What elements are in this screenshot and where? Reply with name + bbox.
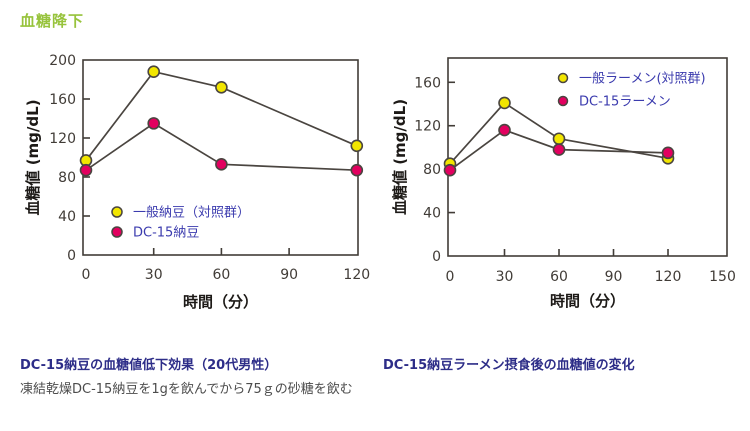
y-tick-label: 160 — [414, 75, 441, 91]
x-axis-title: 時間（分） — [550, 292, 625, 310]
x-tick-label: 120 — [655, 269, 682, 285]
caption-right: DC-15納豆ラーメン摂食後の血糖値の変化 — [383, 356, 735, 379]
series-line — [85, 122, 357, 172]
chart-natto-blood-glucose: 0 30 60 90 120 0 40 80 120 160 200 一般納豆（対照群） DC-15納豆… — [24, 53, 370, 311]
y-tick-label: 120 — [49, 131, 76, 147]
data-point-marker — [498, 96, 511, 110]
data-point-marker — [552, 143, 566, 156]
data-point-marker — [350, 139, 364, 153]
y-tick-label: 80 — [58, 170, 76, 186]
data-point-marker — [552, 132, 566, 146]
caption-left: DC-15納豆の血糖値低下効果（20代男性） 凍結乾燥DC-15納豆を1gを飲ん… — [20, 356, 372, 401]
x-tick-label: 0 — [446, 269, 455, 285]
data-point-marker — [443, 163, 457, 177]
y-tick-label: 40 — [58, 209, 76, 225]
y-tick-label: 80 — [423, 162, 441, 178]
y-tick-label: 40 — [423, 206, 441, 222]
legend-label: 一般ラーメン(対照群) — [579, 71, 706, 87]
y-tick-label: 160 — [49, 92, 76, 108]
series-line — [85, 70, 358, 161]
legend-label: 一般納豆（対照群） — [133, 205, 250, 221]
series-line — [449, 101, 669, 165]
y-axis-title: 血糖値 (mg/dL) — [24, 99, 42, 215]
page-title: 血糖降下 — [20, 12, 85, 30]
data-point-marker — [147, 65, 161, 79]
x-tick-label: 30 — [145, 267, 163, 283]
legend-marker — [557, 72, 569, 84]
legend-label: DC-15納豆 — [133, 226, 199, 241]
x-tick-label: 60 — [212, 267, 230, 283]
caption-right-heading: DC-15納豆ラーメン摂食後の血糖値の変化 — [383, 358, 635, 373]
data-point-marker — [215, 158, 228, 171]
caption-left-heading: DC-15納豆の血糖値低下効果（20代男性） — [20, 358, 278, 373]
y-axis-title: 血糖値 (mg/dL) — [391, 99, 409, 215]
x-tick-label: 90 — [605, 269, 623, 285]
y-tick-label: 200 — [49, 53, 76, 69]
x-tick-label: 120 — [343, 267, 370, 283]
y-tick-label: 0 — [67, 248, 76, 264]
legend-label: DC-15ラーメン — [579, 95, 671, 110]
x-tick-label: 0 — [82, 267, 91, 283]
x-tick-label: 90 — [280, 267, 298, 283]
legend-marker — [111, 206, 123, 218]
x-axis-title: 時間（分） — [183, 293, 258, 311]
x-tick-label: 150 — [709, 269, 736, 285]
caption-left-body: 凍結乾燥DC-15納豆を1gを飲んでから75ｇの砂糖を飲む — [20, 382, 353, 397]
x-tick-label: 30 — [496, 269, 514, 285]
data-point-marker — [147, 117, 161, 130]
legend-marker — [111, 226, 123, 238]
y-tick-label: 120 — [414, 119, 441, 135]
plot-border — [447, 57, 728, 257]
data-point-marker — [498, 123, 511, 137]
y-tick-label: 0 — [432, 249, 441, 265]
series-line — [449, 129, 669, 171]
data-point-marker — [79, 163, 93, 177]
x-tick-label: 60 — [550, 269, 568, 285]
data-point-marker — [350, 163, 364, 177]
chart-ramen-blood-glucose: 0 30 60 90 120 150 0 40 80 120 160 一般ラーメン(対照群) DC-15… — [391, 57, 736, 310]
data-point-marker — [661, 146, 675, 160]
data-point-marker — [215, 80, 228, 94]
legend-marker — [557, 95, 569, 107]
